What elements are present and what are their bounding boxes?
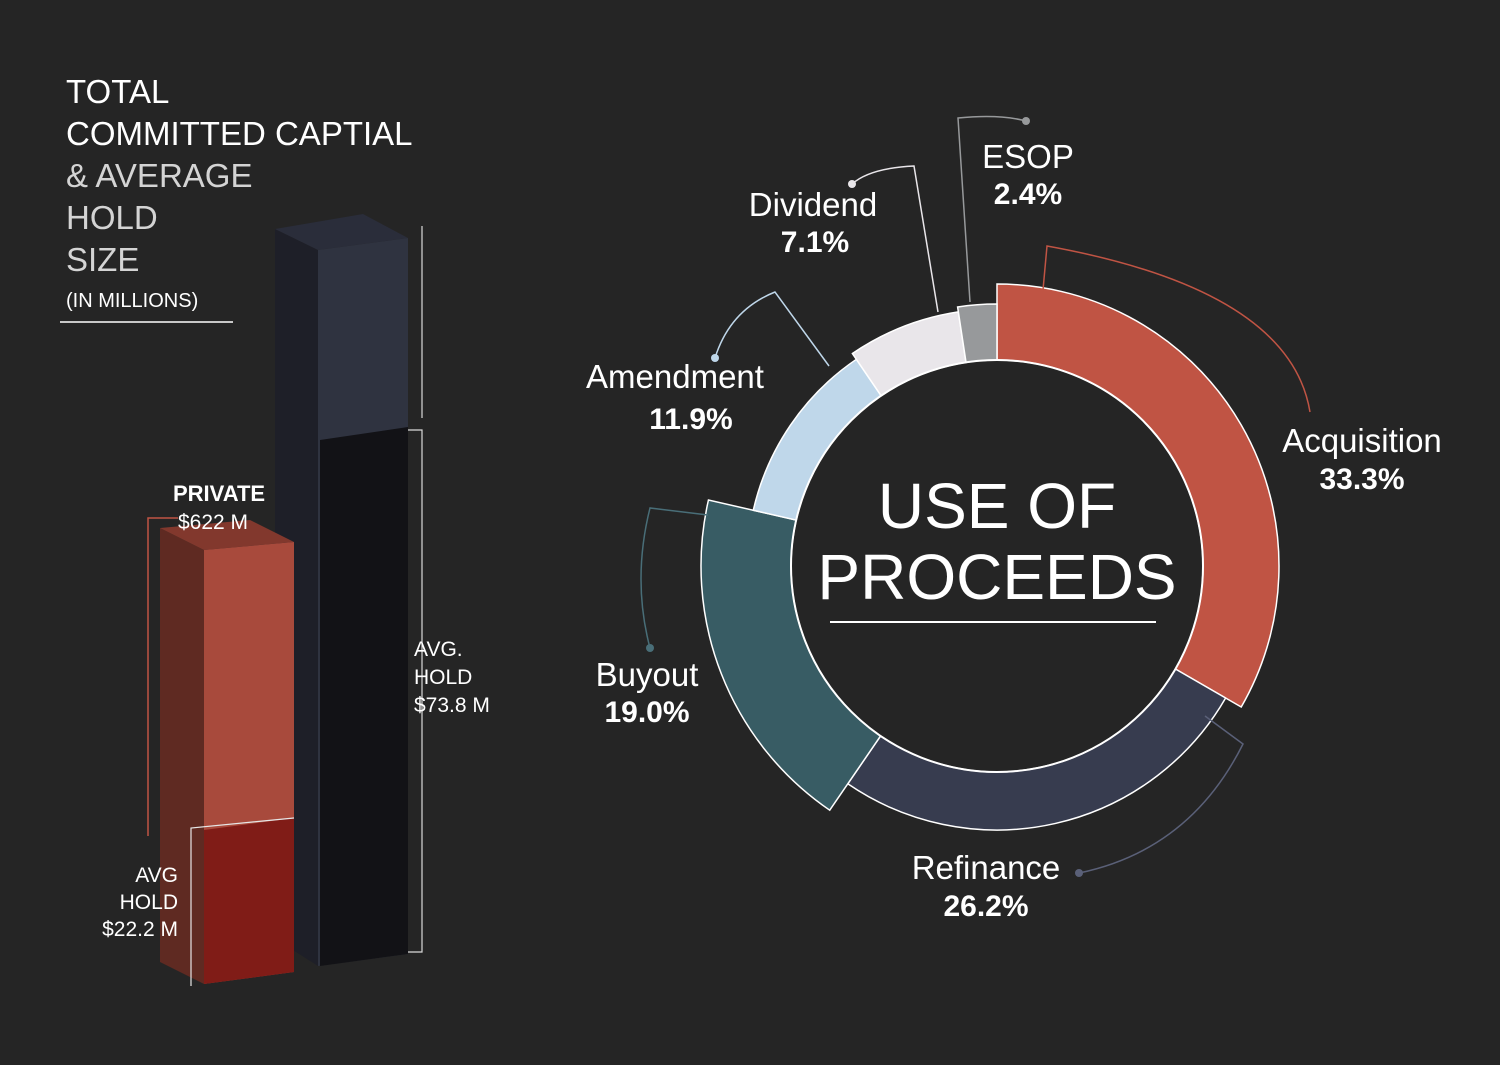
label-acquisition-name: Acquisition	[1282, 422, 1442, 459]
leader-buyout-dot	[646, 644, 654, 652]
private-hold-bracket	[190, 817, 295, 986]
label-esop-pct: 2.4%	[994, 178, 1062, 211]
donut-slice-amendment	[752, 358, 883, 521]
public-avg-label-3: $73.8 M	[414, 694, 490, 717]
label-dividend-name: Dividend	[749, 186, 877, 223]
title-subtitle: (IN MILLIONS)	[66, 290, 198, 312]
public-bar-hold	[320, 427, 408, 966]
title-line-5: SIZE	[66, 241, 139, 278]
leader-buyout	[640, 507, 709, 649]
title-line-2: COMMITTED CAPTIAL	[66, 115, 413, 152]
leader-amendment	[714, 291, 830, 367]
leader-dividend-dot	[848, 180, 856, 188]
label-esop-name: ESOP	[982, 138, 1074, 175]
private-avg-label-2: HOLD	[120, 891, 178, 914]
label-buyout-pct: 19.0%	[604, 696, 689, 729]
donut-inner-ring	[790, 359, 1204, 773]
title-line-3: & AVERAGE	[66, 157, 252, 194]
leader-esop	[957, 115, 1027, 303]
title-line-4: HOLD	[66, 199, 158, 236]
bar-chart: AVG. HOLD $73.8 M PRIVATE $622 M AVG HOL…	[102, 214, 490, 986]
leader-amendment-dot	[711, 354, 719, 362]
center-title-line-2: PROCEEDS	[817, 541, 1176, 613]
private-avg-label-1: AVG	[135, 864, 178, 887]
center-title-line-1: USE OF	[878, 470, 1116, 542]
leader-refinance	[1078, 715, 1244, 874]
leader-dividend	[851, 165, 939, 313]
label-acquisition-pct: 33.3%	[1319, 463, 1404, 496]
public-hold-bracket	[408, 429, 423, 953]
segment-labels: Acquisition 33.3% Refinance 26.2% Buyout…	[586, 138, 1442, 923]
left-title: TOTAL COMMITTED CAPTIAL & AVERAGE HOLD S…	[60, 73, 413, 323]
private-bar-top	[160, 520, 294, 550]
label-buyout-name: Buyout	[596, 656, 699, 693]
private-bar-side	[160, 528, 204, 984]
label-amendment-name: Amendment	[586, 358, 764, 395]
label-dividend-pct: 7.1%	[781, 226, 849, 259]
label-refinance-name: Refinance	[912, 849, 1061, 886]
private-avg-label-3: $22.2 M	[102, 918, 178, 941]
leader-acquisition	[1042, 245, 1311, 413]
private-label: PRIVATE	[173, 481, 265, 506]
label-refinance-pct: 26.2%	[943, 890, 1028, 923]
public-bar-top	[275, 214, 408, 250]
public-avg-label-2: HOLD	[414, 666, 472, 689]
private-bar-hold	[204, 818, 294, 984]
leader-esop-dot	[1022, 117, 1030, 125]
leader-refinance-dot	[1075, 869, 1083, 877]
private-bar-bracket	[147, 517, 178, 836]
title-line-1: TOTAL	[66, 73, 169, 110]
donut-center: USE OF PROCEEDS	[817, 470, 1177, 623]
public-avg-label-1: AVG.	[414, 638, 463, 661]
leader-lines	[640, 115, 1311, 877]
private-value: $622 M	[178, 511, 248, 534]
label-amendment-pct: 11.9%	[649, 403, 732, 436]
donut-segments	[700, 283, 1280, 831]
